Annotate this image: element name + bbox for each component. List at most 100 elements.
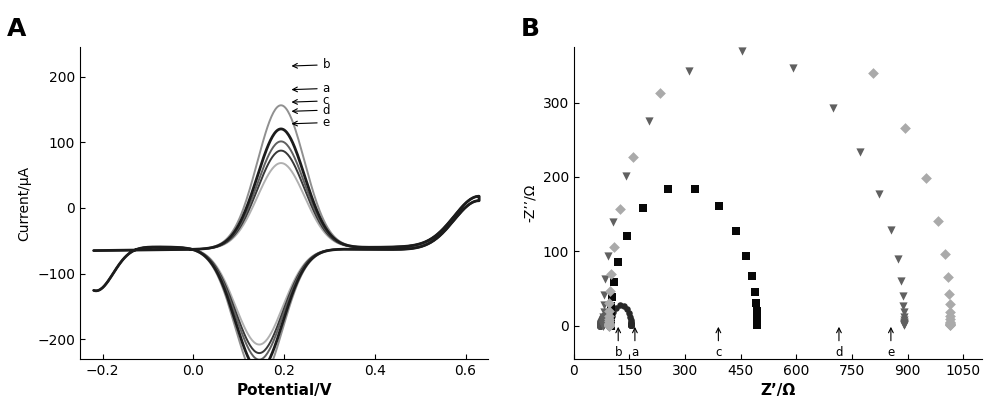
Point xyxy=(897,124,913,131)
Point xyxy=(596,309,612,315)
Point xyxy=(606,244,622,251)
Point xyxy=(596,312,612,319)
Point xyxy=(595,322,611,329)
Point xyxy=(601,320,617,327)
Point xyxy=(603,322,619,329)
Point xyxy=(602,322,618,329)
Point xyxy=(623,322,639,329)
Point xyxy=(603,319,619,325)
Point xyxy=(711,203,727,210)
Point xyxy=(602,321,618,328)
Point xyxy=(603,322,619,329)
Point xyxy=(623,322,639,329)
Point xyxy=(603,322,619,328)
Point xyxy=(592,322,608,329)
Point xyxy=(603,322,619,329)
Y-axis label: -Z’’/Ω: -Z’’/Ω xyxy=(523,184,537,222)
Point xyxy=(603,322,619,329)
Point xyxy=(603,322,619,329)
Point xyxy=(785,65,801,72)
Point xyxy=(896,320,912,327)
Point xyxy=(942,316,958,323)
Point xyxy=(592,322,608,329)
Point xyxy=(602,322,618,329)
Text: c: c xyxy=(715,328,722,359)
Point xyxy=(595,322,611,329)
Point xyxy=(623,322,639,328)
Point xyxy=(603,321,619,327)
Point xyxy=(749,322,765,328)
Point xyxy=(602,322,618,329)
Point xyxy=(602,322,618,329)
Point xyxy=(601,316,617,322)
Point xyxy=(601,307,617,314)
Point xyxy=(818,22,834,29)
Point xyxy=(687,186,703,193)
Point xyxy=(601,322,617,329)
Point xyxy=(825,105,841,112)
Point xyxy=(592,322,608,329)
Point xyxy=(616,303,632,309)
Point xyxy=(603,317,619,323)
Point xyxy=(635,205,651,211)
Text: d: d xyxy=(835,328,843,359)
Point xyxy=(605,309,621,315)
Point xyxy=(622,314,638,320)
Point xyxy=(601,312,617,319)
Point xyxy=(602,322,618,328)
Point xyxy=(930,218,946,225)
Point xyxy=(602,322,618,329)
Point xyxy=(623,322,639,329)
Point xyxy=(603,322,619,329)
Point xyxy=(623,320,639,326)
Point xyxy=(734,47,750,54)
Point xyxy=(592,322,608,328)
Point xyxy=(603,322,619,328)
Point xyxy=(942,313,958,320)
Point xyxy=(595,322,611,329)
Point xyxy=(601,322,617,329)
Point xyxy=(625,154,641,160)
Point xyxy=(595,322,611,329)
Point xyxy=(592,322,608,329)
Point xyxy=(749,316,765,322)
Point xyxy=(592,322,608,328)
Point xyxy=(738,252,754,259)
Point xyxy=(592,322,608,329)
Point xyxy=(595,322,611,329)
Point xyxy=(602,322,618,329)
Point xyxy=(601,322,617,329)
Point xyxy=(603,322,619,329)
Point xyxy=(592,317,608,324)
Point xyxy=(603,322,619,329)
Point xyxy=(896,314,912,320)
Point xyxy=(890,256,906,263)
Point xyxy=(606,279,622,286)
Point xyxy=(941,290,957,297)
Point xyxy=(937,251,953,257)
Point xyxy=(602,322,618,329)
Point xyxy=(601,321,617,327)
Point xyxy=(595,322,611,328)
Point xyxy=(603,322,619,328)
Point xyxy=(604,312,620,319)
Point xyxy=(602,322,618,329)
Point xyxy=(602,318,618,325)
Point xyxy=(681,68,697,75)
Point xyxy=(942,321,958,328)
Point xyxy=(603,320,619,327)
Point xyxy=(595,316,611,323)
Point xyxy=(895,303,911,309)
Point xyxy=(595,322,611,328)
Point xyxy=(602,319,618,326)
Point xyxy=(601,322,617,329)
Text: e: e xyxy=(887,328,895,359)
Point xyxy=(603,314,619,320)
Point xyxy=(757,4,773,11)
Point xyxy=(601,322,617,329)
Point xyxy=(896,317,912,323)
Point xyxy=(603,322,619,329)
Point xyxy=(896,320,912,326)
Point xyxy=(602,322,618,329)
Point xyxy=(623,322,639,329)
